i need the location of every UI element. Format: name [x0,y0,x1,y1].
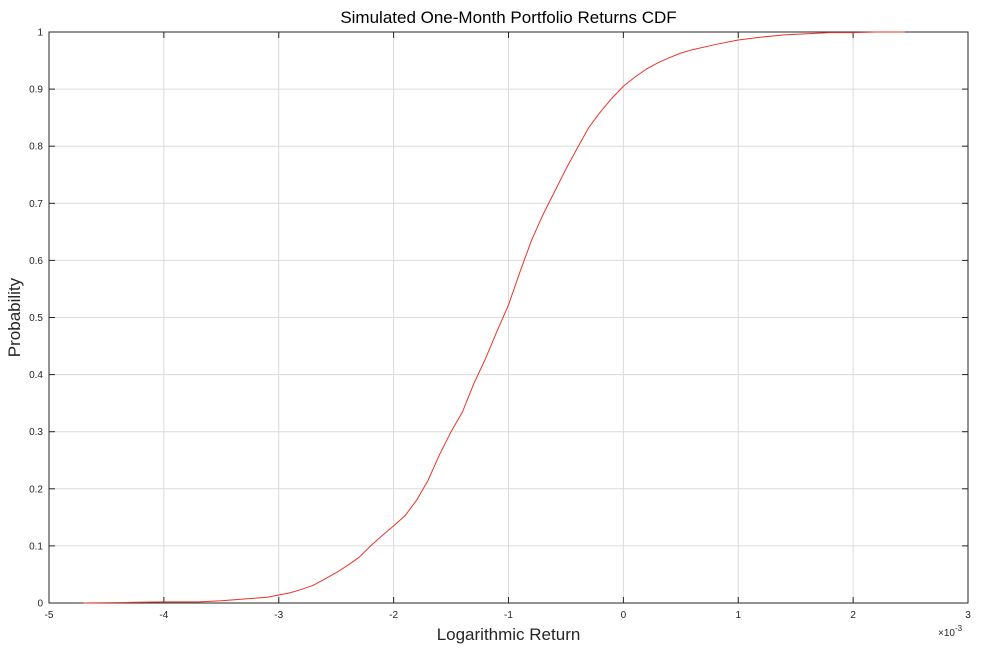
x-tick-label: 1 [735,610,741,621]
cdf-series-line [83,31,905,604]
y-tick-label: 0.2 [29,484,43,495]
series-layer [83,31,905,604]
x-tick-label: -3 [274,610,283,621]
chart-title: Simulated One-Month Portfolio Returns CD… [340,8,676,27]
x-exponent-power: -3 [955,624,963,633]
y-tick-label: 0.6 [29,256,43,267]
x-tick-label: -5 [45,610,54,621]
y-tick-labels: 0 0.1 0.2 0.3 0.4 0.5 0.6 0.7 0.8 0.9 1 [29,28,43,610]
y-tick-label: 0.9 [29,85,43,96]
y-axis-label: Probability [5,277,24,357]
y-tick-label: 1 [37,28,43,39]
y-tick-label: 0.7 [29,199,43,210]
x-axis-label: Logarithmic Return [437,625,581,644]
x-exponent-prefix: ×10 [938,628,955,639]
tick-marks [48,31,969,604]
x-tick-label: -4 [159,610,168,621]
x-tick-label: -1 [504,610,513,621]
x-tick-label: -2 [389,610,398,621]
y-tick-label: 0.3 [29,427,43,438]
x-tick-label: 0 [621,610,627,621]
x-tick-labels: -5 -4 -3 -2 -1 0 1 2 3 [45,610,972,621]
y-tick-label: 0.8 [29,142,43,153]
y-tick-label: 0 [37,599,43,610]
y-tick-label: 0.4 [29,370,43,381]
y-tick-label: 0.1 [29,541,43,552]
grid-lines [49,32,968,603]
x-tick-label: 3 [965,610,971,621]
y-tick-label: 0.5 [29,313,43,324]
x-tick-label: 2 [850,610,856,621]
x-axis-exponent: ×10-3 [938,624,963,639]
